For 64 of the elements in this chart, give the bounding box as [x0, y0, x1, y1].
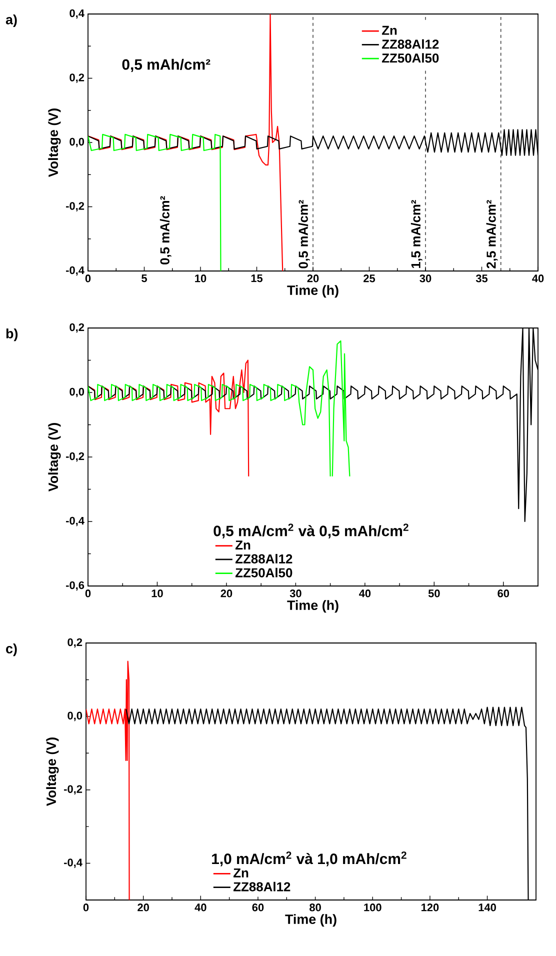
legend-label: ZZ88Al12: [233, 882, 290, 892]
x-tick-label: 10: [152, 590, 163, 598]
y-tick-label: -0,4: [66, 266, 84, 276]
chart-title: a): [6, 14, 17, 28]
x-tick-label: 10: [195, 274, 206, 282]
ref-line-label: 0,5 mA/cm²: [298, 200, 310, 268]
legend-label: ZZ50Al50: [235, 568, 292, 578]
x-tick-label: 80: [310, 904, 321, 912]
x-tick-label: 0: [85, 590, 91, 598]
chart-title: b): [6, 328, 18, 342]
x-tick-label: 30: [420, 274, 432, 282]
x-tick-label: 30: [290, 590, 302, 598]
x-tick-label: 0: [85, 274, 91, 282]
x-axis-title: Time (h): [287, 600, 338, 613]
x-tick-label: 40: [194, 904, 206, 912]
x-tick-label: 100: [364, 904, 382, 912]
legend-label: Zn: [233, 868, 248, 878]
x-axis-title: Time (h): [287, 285, 338, 298]
y-tick-label: 0,0: [68, 712, 82, 722]
y-tick-label: -0,2: [66, 452, 84, 462]
y-tick-label: 0,4: [70, 9, 84, 19]
y-axis-title: Voltage (V): [46, 738, 59, 806]
x-tick-label: 20: [307, 274, 319, 282]
x-tick-label: 40: [532, 274, 544, 282]
legend-label: Zn: [382, 26, 397, 35]
legend-label: Zn: [235, 540, 250, 550]
x-tick-label: 40: [359, 590, 371, 598]
x-tick-label: 60: [252, 904, 264, 912]
legend-label: ZZ88Al12: [382, 39, 439, 49]
y-tick-label: 0,0: [70, 138, 84, 148]
y-tick-label: 0,2: [68, 638, 82, 648]
x-tick-label: 25: [364, 274, 376, 282]
annotation: 0,5 mAh/cm²: [122, 58, 210, 72]
ref-line-label: 1,5 mA/cm²: [410, 200, 422, 268]
x-tick-label: 0: [83, 904, 89, 912]
ref-line-label: 2,5 mA/cm²: [486, 200, 498, 268]
x-tick-label: 35: [476, 274, 488, 282]
x-tick-label: 140: [478, 904, 496, 912]
x-tick-label: 120: [421, 904, 439, 912]
y-tick-label: -0,4: [64, 858, 82, 868]
x-tick-label: 5: [142, 274, 147, 282]
legend-label: ZZ88Al12: [235, 554, 292, 564]
line-series: [86, 660, 130, 900]
y-tick-label: 0,2: [70, 74, 84, 83]
legend-label: ZZ50Al50: [382, 53, 439, 63]
y-tick-label: -0,6: [66, 581, 84, 591]
x-tick-label: 20: [220, 590, 232, 598]
y-axis-title: Voltage (V): [48, 108, 61, 178]
x-axis-title: Time (h): [285, 914, 336, 927]
x-tick-label: 50: [428, 590, 440, 598]
x-tick-label: 20: [138, 904, 149, 912]
y-tick-label: 0,2: [70, 323, 84, 333]
x-tick-label: 60: [498, 590, 510, 598]
y-tick-label: -0,2: [66, 202, 84, 212]
x-tick-label: 15: [251, 274, 263, 282]
y-tick-label: 0,0: [70, 388, 84, 398]
y-tick-label: -0,2: [64, 785, 82, 795]
legend-title: 1,0 mA/cm$^{2}$ và 1,0 mAh/cm$^{2}$: [212, 851, 406, 866]
legend-title: 0,5 mA/cm$^{2}$ và 0,5 mAh/cm$^{2}$: [214, 524, 408, 538]
annotation: 0,5 mA/cm²: [160, 196, 172, 264]
chart-title: c): [6, 644, 17, 656]
y-axis-title: Voltage (V): [48, 423, 61, 492]
y-tick-label: -0,4: [66, 516, 84, 526]
line-series: [88, 134, 222, 271]
